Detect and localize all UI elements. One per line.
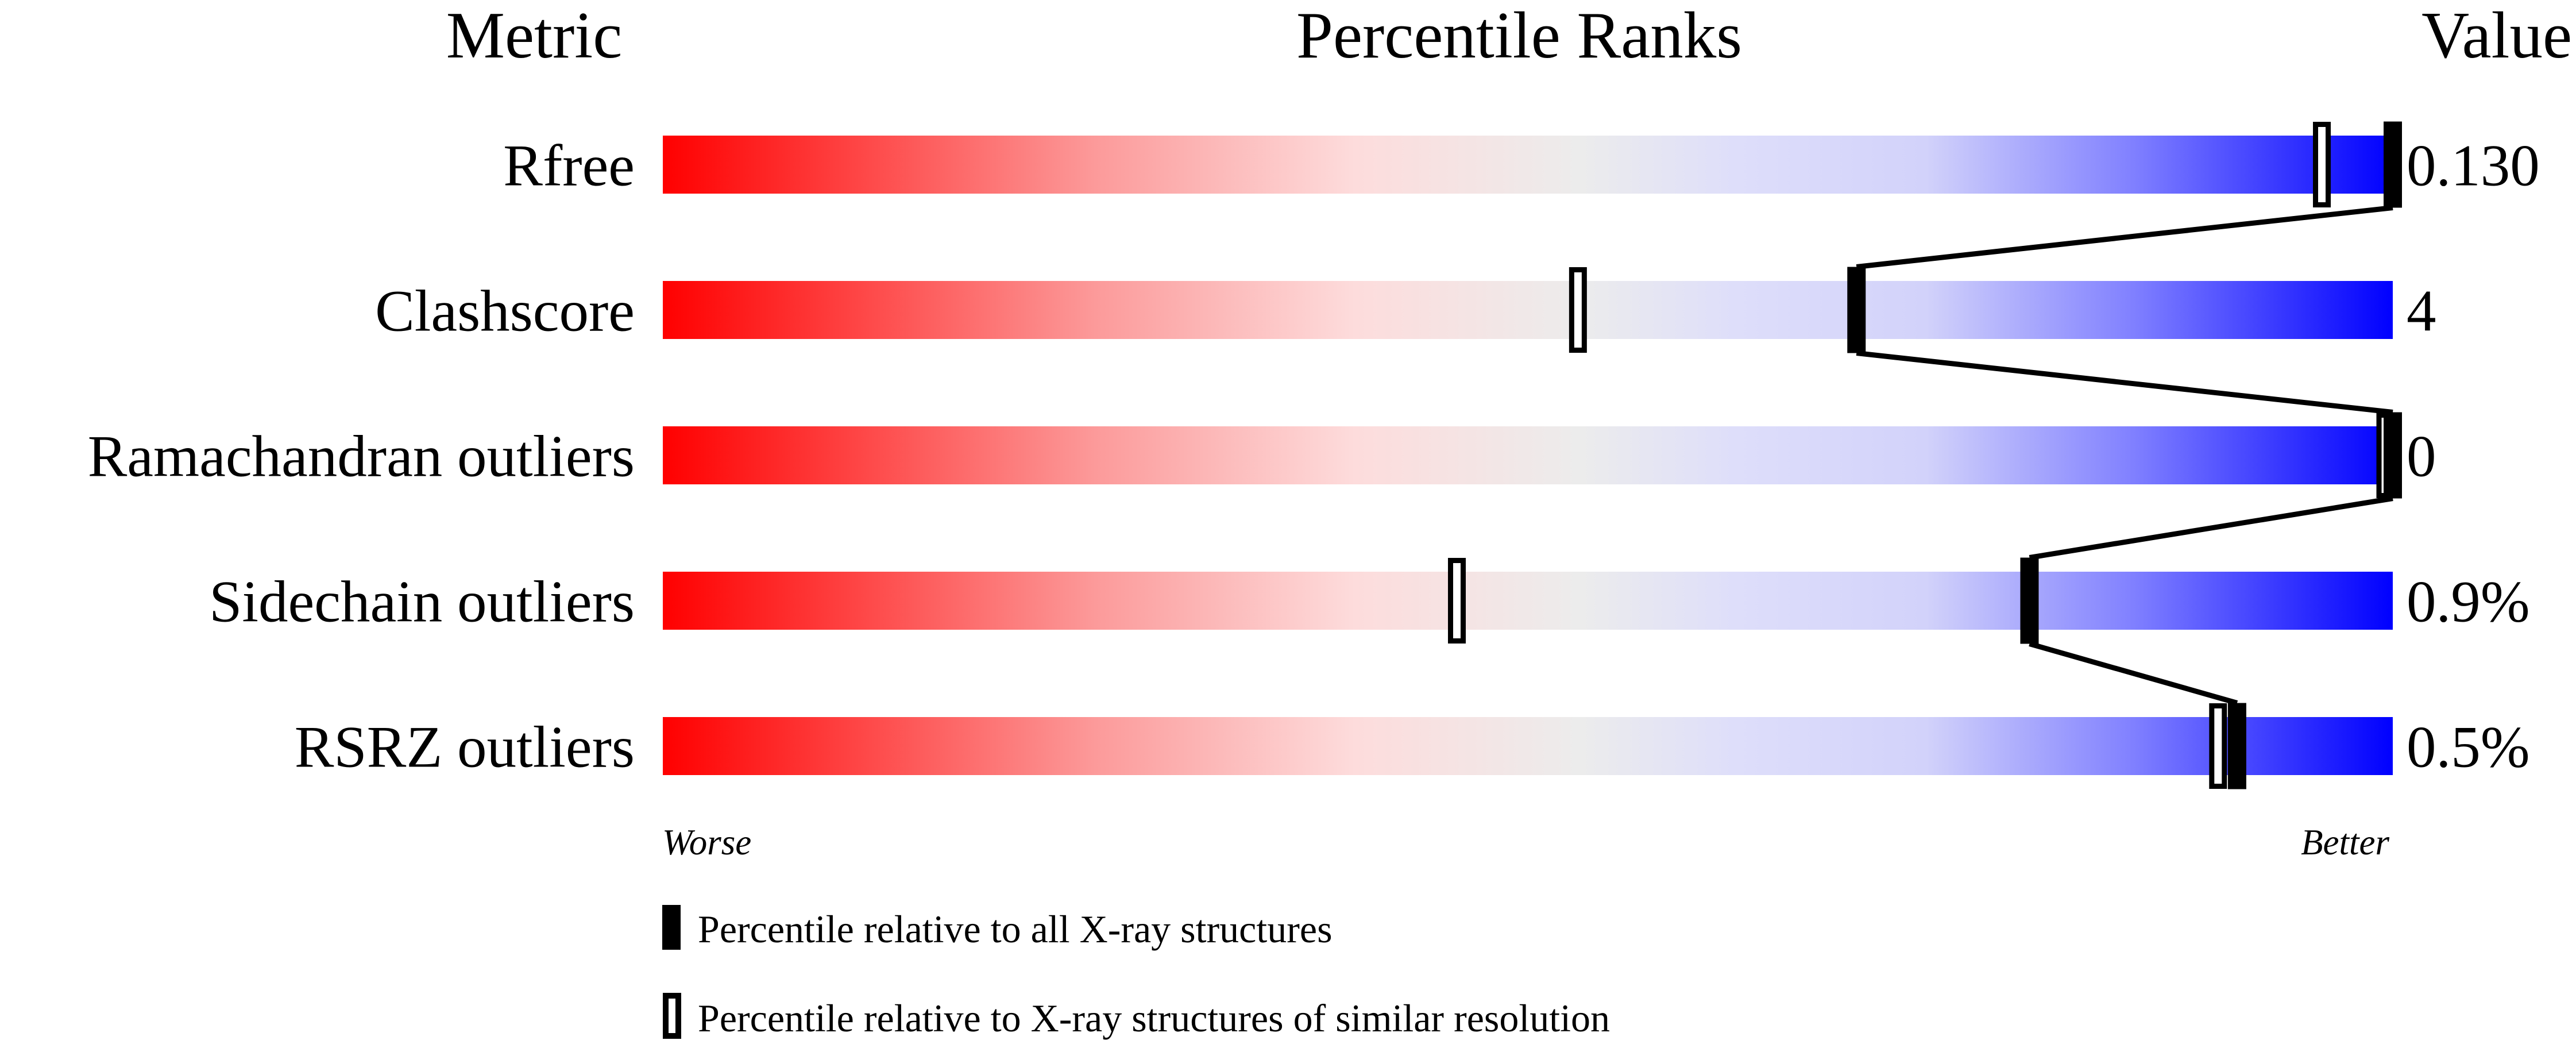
- header-value: Value: [2421, 0, 2572, 72]
- all-structures-marker: [2384, 412, 2402, 499]
- gradient-bar: [663, 426, 2393, 484]
- header-metric: Metric: [446, 0, 623, 72]
- gradient-bar: [663, 281, 2393, 339]
- metric-value: 0.130: [2407, 133, 2540, 199]
- all-structures-marker: [2384, 121, 2402, 208]
- legend-open-label: Percentile relative to X-ray structures …: [698, 996, 1610, 1040]
- connector-line: [2029, 496, 2393, 560]
- metric-label: RSRZ outliers: [295, 715, 635, 780]
- worse-label: Worse: [662, 822, 751, 862]
- all-structures-marker: [2020, 557, 2039, 644]
- legend-open-marker: [663, 993, 681, 1039]
- similar-resolution-marker: [1569, 267, 1587, 353]
- gradient-bar: [663, 572, 2393, 630]
- all-structures-marker: [2227, 703, 2246, 789]
- header-percentile-ranks: Percentile Ranks: [1296, 0, 1742, 72]
- connector-line: [1856, 350, 2393, 415]
- all-structures-marker: [1847, 267, 1866, 353]
- connector-line: [2029, 641, 2238, 706]
- similar-resolution-marker: [2313, 122, 2331, 207]
- metric-label: Clashscore: [375, 279, 635, 344]
- gradient-bar: [663, 717, 2393, 775]
- metric-value: 0.5%: [2407, 715, 2530, 780]
- metric-value: 0: [2407, 424, 2436, 490]
- metric-label: Ramachandran outliers: [88, 424, 635, 490]
- legend-filled-label: Percentile relative to all X-ray structu…: [698, 907, 1333, 951]
- legend-filled-marker: [662, 905, 681, 950]
- connector-line: [1856, 205, 2393, 269]
- similar-resolution-marker: [1448, 558, 1466, 644]
- metric-label: Rfree: [503, 133, 635, 199]
- metric-value: 0.9%: [2407, 569, 2530, 635]
- similar-resolution-marker: [2209, 703, 2227, 789]
- metric-label: Sidechain outliers: [209, 569, 635, 635]
- metric-value: 4: [2407, 279, 2436, 344]
- better-label: Better: [2301, 822, 2389, 862]
- gradient-bar: [663, 136, 2393, 194]
